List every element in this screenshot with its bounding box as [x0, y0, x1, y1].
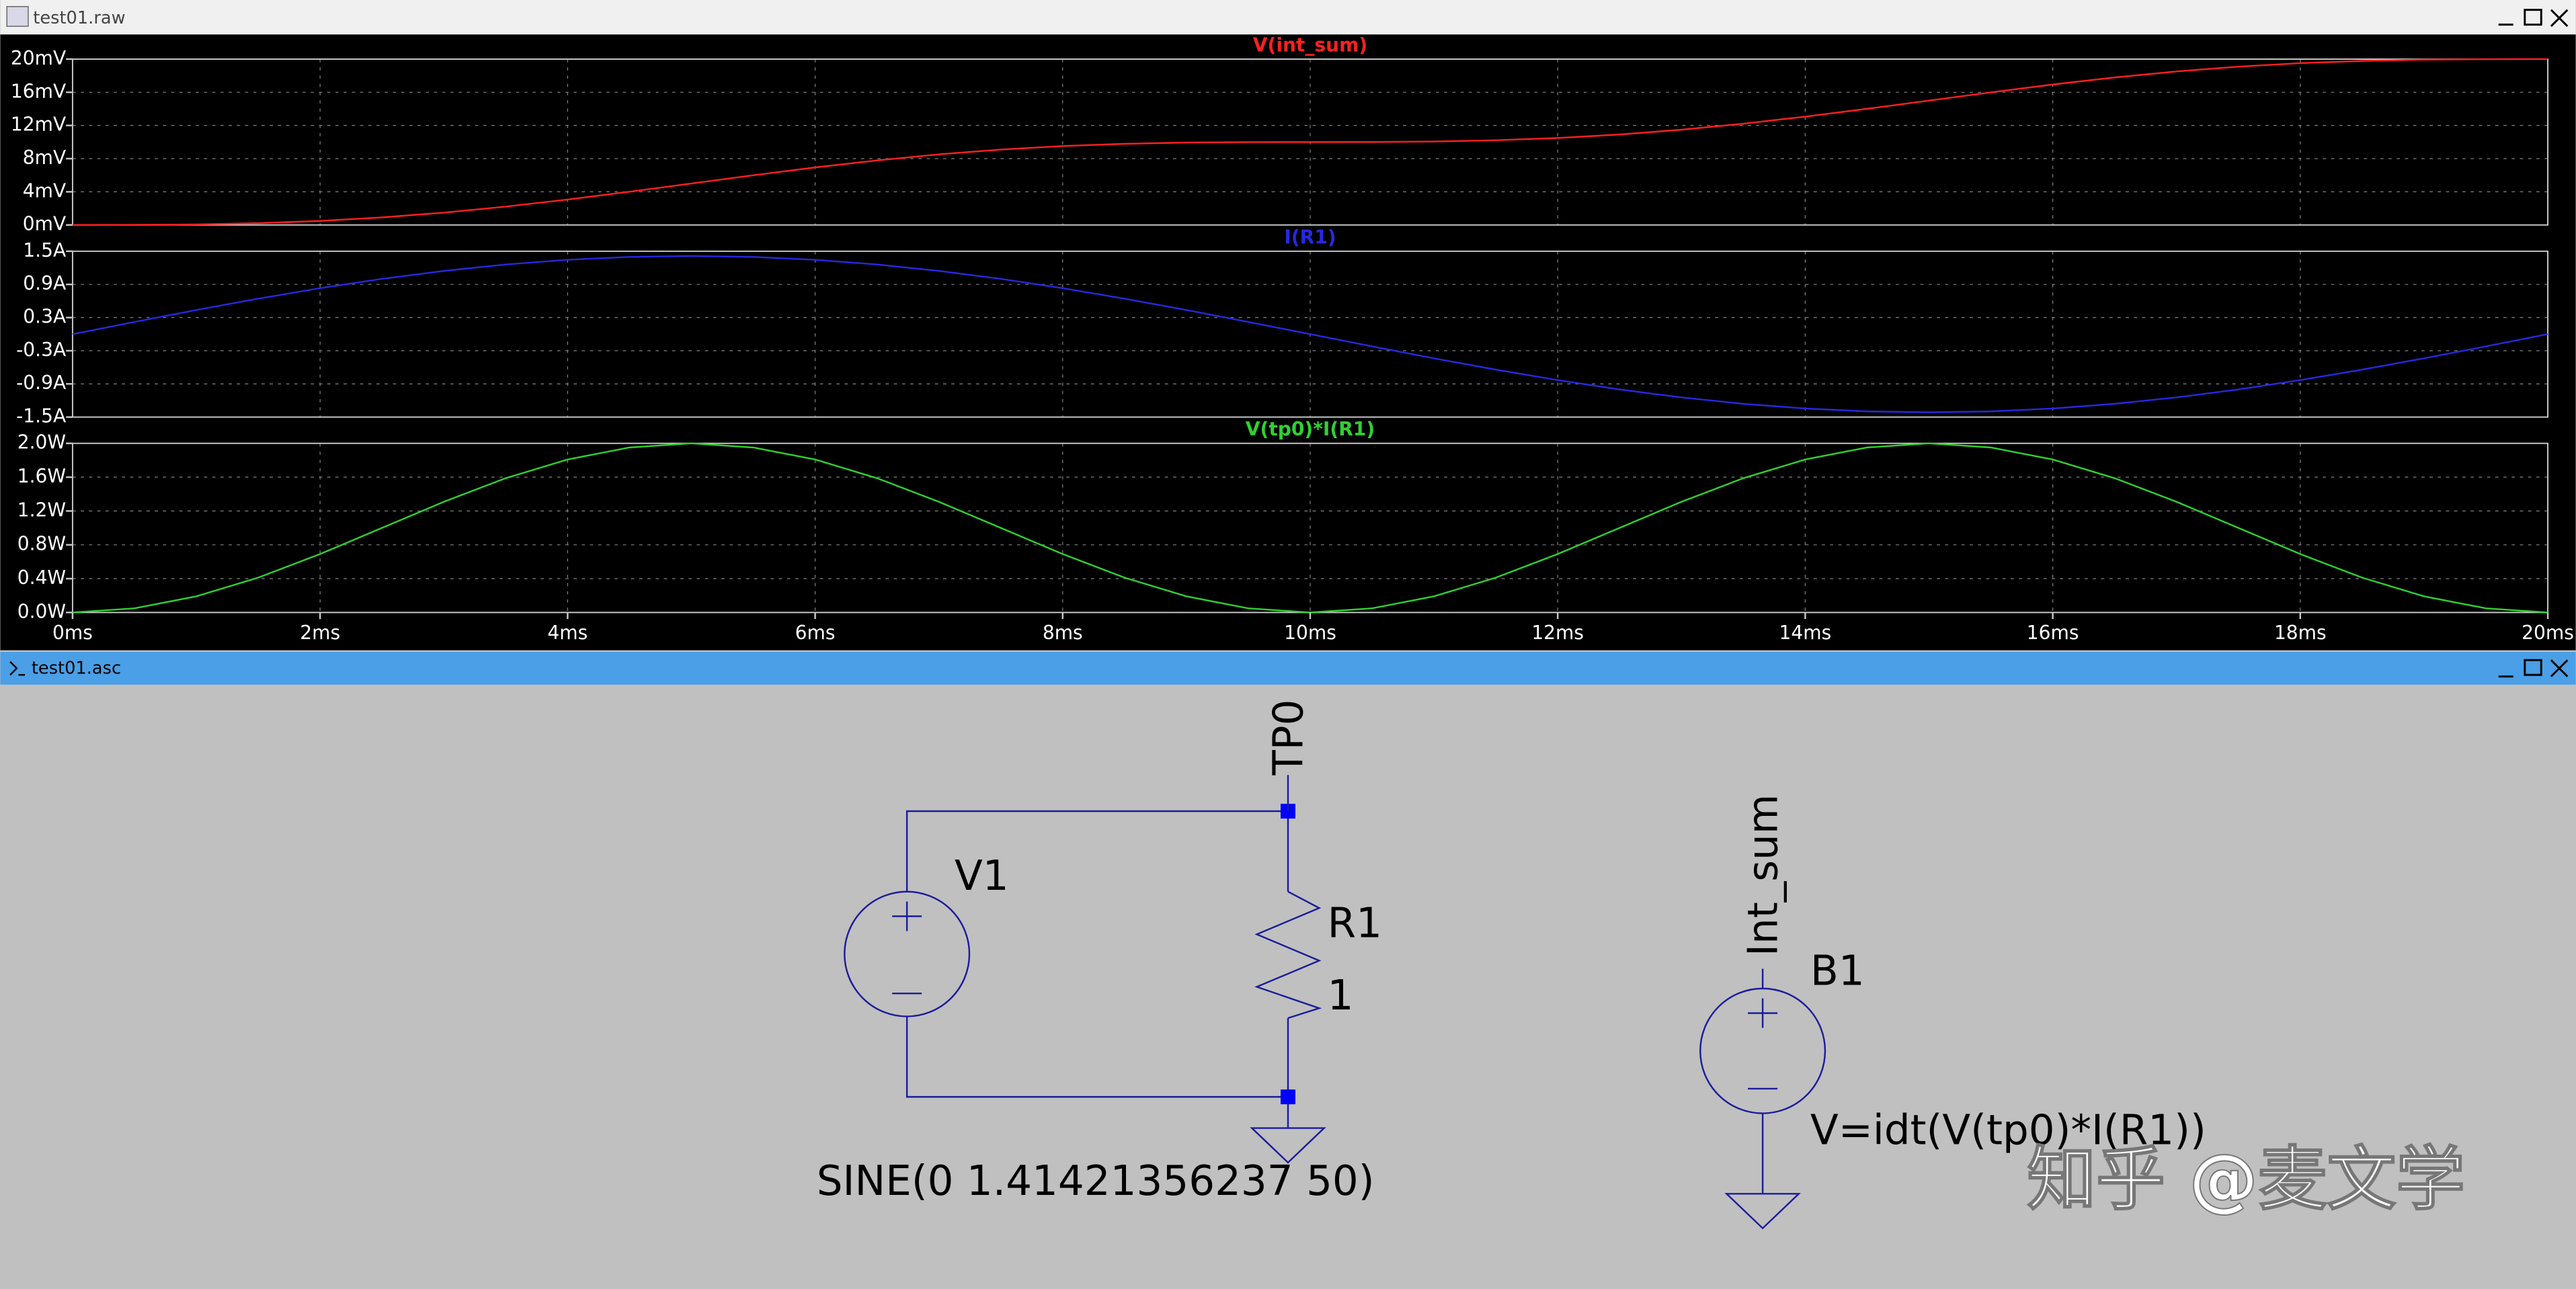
r1-symbol[interactable] — [1254, 890, 1322, 1020]
y-tick-label: -0.9A — [16, 372, 66, 394]
raw-window-buttons[interactable] — [2498, 9, 2569, 28]
raw-titlebar — [0, 0, 2576, 35]
y-tick-label: 0.9A — [23, 272, 66, 294]
asc-titlebar — [0, 651, 2576, 685]
maximize-button[interactable] — [2524, 9, 2542, 26]
b1-polarity — [1748, 998, 1778, 1090]
x-tick-label: 0ms — [52, 622, 93, 644]
y-tick-label: 1.5A — [23, 239, 66, 261]
y-tick-label: 0.3A — [23, 306, 66, 328]
plot-frame — [71, 58, 2548, 226]
plots: 0mV 4mV 8mV 12mV 16mV 20mV V(int_sum) -1.5A -0.9… — [11, 34, 2574, 644]
component-value: 1 — [1328, 972, 1354, 1020]
plot-pane — [0, 34, 2576, 651]
schematic: TP0 V1 R1 1 SINE(0 1.41421356237 50) Int… — [817, 700, 2206, 1230]
x-tick-label: 2ms — [300, 622, 340, 644]
y-tick-label: -1.5A — [16, 405, 66, 427]
y-tick-label: 12mV — [11, 114, 66, 136]
x-tick-label: 14ms — [1779, 622, 1832, 644]
y-tick-label: 0.4W — [17, 567, 66, 589]
raw-icon — [6, 6, 29, 27]
x-tick-label: 10ms — [1284, 622, 1336, 644]
trace-title: I(R1) — [1284, 226, 1336, 248]
component-name: R1 — [1328, 900, 1382, 948]
y-tick-label: -0.3A — [16, 339, 66, 361]
trace-title: V(int_sum) — [1253, 34, 1367, 56]
trace — [72, 58, 2548, 226]
x-tick-label: 6ms — [795, 622, 836, 644]
x-tick-label: 16ms — [2027, 622, 2079, 644]
asc-icon — [9, 661, 26, 676]
x-tick-label: 8ms — [1043, 622, 1083, 644]
net-label: TP0 — [1264, 700, 1312, 776]
y-tick-label: 16mV — [11, 80, 66, 102]
watermark: 知乎 @麦文学 — [2027, 1140, 2464, 1220]
x-tick-label: 20ms — [2522, 622, 2574, 644]
y-tick-label: 0.0W — [17, 600, 66, 622]
trace — [72, 255, 2548, 413]
net-label: Int_sum — [1740, 794, 1787, 956]
asc-window-buttons[interactable] — [2498, 659, 2569, 678]
component-value: SINE(0 1.41421356237 50) — [817, 1157, 1375, 1205]
y-tick-label: 20mV — [11, 47, 66, 69]
y-tick-label: 8mV — [23, 147, 66, 169]
component-name: V1 — [955, 852, 1009, 900]
y-tick-label: 1.6W — [17, 465, 66, 487]
ground — [1250, 1127, 1326, 1164]
y-tick-label: 2.0W — [17, 431, 66, 454]
ground — [1724, 1193, 1801, 1230]
v1-polarity — [892, 901, 922, 995]
close-button[interactable] — [2550, 659, 2569, 677]
x-tick-label: 18ms — [2274, 622, 2327, 644]
asc-title: test01.asc — [32, 659, 121, 679]
y-tick-label: 1.2W — [17, 499, 66, 521]
v1-symbol[interactable] — [844, 890, 971, 1017]
component-name: B1 — [1810, 947, 1865, 995]
close-button[interactable] — [2550, 9, 2569, 28]
y-tick-label: 4mV — [23, 179, 66, 202]
node-ground[interactable] — [1281, 1089, 1295, 1105]
trace-title: V(tp0)*I(R1) — [1246, 418, 1375, 440]
raw-title: test01.raw — [33, 8, 125, 28]
x-tick-label: 4ms — [547, 622, 588, 644]
maximize-button[interactable] — [2524, 659, 2542, 676]
component-value: V=idt(V(tp0)*I(R1)) — [1810, 1106, 2206, 1154]
y-tick-label: 0.8W — [17, 533, 66, 555]
x-tick-label: 12ms — [1531, 622, 1584, 644]
y-tick-label: 0mV — [23, 213, 66, 235]
